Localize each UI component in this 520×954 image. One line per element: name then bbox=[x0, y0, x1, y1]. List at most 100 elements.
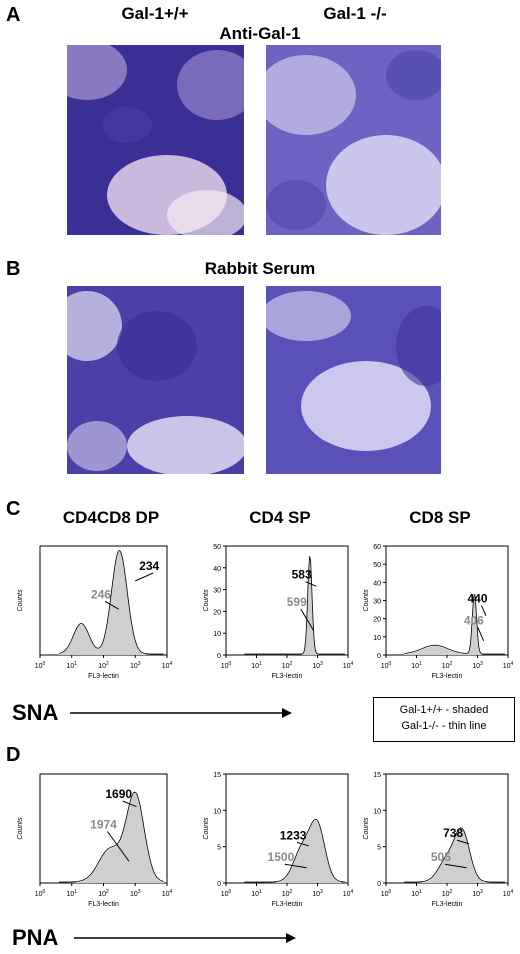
histogram-thin-line bbox=[404, 593, 505, 655]
y-tick-label: 30 bbox=[373, 599, 381, 606]
peak-value-label: 738 bbox=[443, 826, 463, 840]
anti-gal1-heading: Anti-Gal-1 bbox=[219, 24, 301, 43]
peak-value-label: 406 bbox=[464, 613, 484, 627]
x-tick-label: 104 bbox=[162, 889, 173, 898]
y-tick-label: 10 bbox=[373, 635, 381, 642]
label-pointer bbox=[135, 572, 154, 582]
x-tick-label: 103 bbox=[130, 889, 141, 898]
histogram-c-cd8: 0 10 20 30 40 50 60 100 101 102 103 104 FL3-lectin Co… bbox=[363, 544, 514, 680]
y-tick-label: 20 bbox=[373, 617, 381, 624]
x-tick-label: 102 bbox=[98, 889, 109, 898]
histogram-c-dp: 100 101 102 103 104 FL3-lectin Counts 246 234 bbox=[17, 545, 173, 680]
x-tick-label: 102 bbox=[282, 889, 293, 898]
histogram-thin-line bbox=[58, 550, 164, 655]
y-tick-label: 5 bbox=[377, 845, 381, 852]
peak-value-label: 1500 bbox=[268, 850, 295, 864]
y-axis-label: Counts bbox=[203, 589, 210, 612]
panel-letter-d: D bbox=[6, 744, 21, 766]
y-tick-label: 15 bbox=[373, 772, 381, 779]
x-tick-label: 103 bbox=[130, 661, 141, 670]
peak-value-label: 246 bbox=[91, 587, 111, 601]
rabbit-serum-heading: Rabbit Serum bbox=[204, 259, 316, 278]
x-tick-label: 104 bbox=[503, 889, 514, 898]
peak-value-label: 1974 bbox=[90, 818, 117, 832]
x-axis-label: FL3-lectin bbox=[432, 901, 463, 908]
y-tick-label: 50 bbox=[373, 562, 381, 569]
x-tick-label: 101 bbox=[66, 889, 77, 898]
x-tick-label: 102 bbox=[442, 661, 453, 670]
histogram-shaded-area bbox=[404, 828, 505, 883]
label-pointer bbox=[300, 608, 315, 632]
label-pointer bbox=[122, 800, 137, 808]
x-tick-label: 103 bbox=[472, 661, 483, 670]
cd4cd8-dp-heading: CD4CD8 DP bbox=[62, 508, 160, 527]
peak-value-label: 440 bbox=[467, 592, 487, 606]
x-tick-label: 100 bbox=[381, 889, 392, 898]
legend-wt: Gal-1+/+ - shaded bbox=[399, 704, 489, 716]
histogram-d-cd4: 0 5 10 15 100 101 102 103 104 FL3-lectin Counts 123… bbox=[203, 772, 354, 908]
y-axis-label: Counts bbox=[17, 589, 24, 612]
y-tick-label: 60 bbox=[373, 544, 381, 551]
label-pointer bbox=[284, 863, 307, 869]
legend-ko: Gal-1-/- - thin line bbox=[401, 720, 487, 732]
legend-box: Gal-1+/+ - shaded Gal-1-/- - thin line bbox=[373, 697, 515, 742]
x-tick-label: 101 bbox=[251, 889, 262, 898]
y-tick-label: 10 bbox=[213, 631, 221, 638]
peak-value-label: 599 bbox=[287, 595, 307, 609]
panel-letter-c: C bbox=[6, 498, 21, 520]
x-tick-label: 101 bbox=[411, 889, 422, 898]
x-tick-label: 104 bbox=[343, 889, 354, 898]
x-tick-label: 100 bbox=[221, 889, 232, 898]
x-tick-label: 103 bbox=[312, 661, 323, 670]
histogram-thin-line bbox=[244, 818, 345, 883]
pna-lectin-label: PNA bbox=[12, 925, 59, 950]
y-tick-label: 10 bbox=[213, 808, 221, 815]
y-axis-label: Counts bbox=[203, 817, 210, 840]
x-tick-label: 100 bbox=[381, 661, 392, 670]
cd4-sp-heading: CD4 SP bbox=[249, 508, 311, 527]
gal1-wt-heading: Gal-1+/+ bbox=[121, 4, 189, 23]
x-axis-label: FL3-lectin bbox=[432, 673, 463, 680]
x-tick-label: 100 bbox=[221, 661, 232, 670]
pna-arrow bbox=[74, 933, 296, 943]
y-axis-label: Counts bbox=[363, 817, 370, 840]
y-axis-label: Counts bbox=[17, 817, 24, 840]
x-tick-label: 104 bbox=[162, 661, 173, 670]
x-tick-label: 101 bbox=[411, 661, 422, 670]
y-tick-label: 0 bbox=[377, 881, 381, 888]
x-axis-label: FL3-lectin bbox=[272, 673, 303, 680]
label-pointer bbox=[296, 841, 310, 847]
histogram-shaded-area bbox=[59, 551, 164, 655]
peak-value-label: 583 bbox=[292, 568, 312, 582]
histogram-shaded-area bbox=[59, 793, 164, 883]
y-tick-label: 5 bbox=[217, 845, 221, 852]
x-tick-label: 103 bbox=[312, 889, 323, 898]
cd8-sp-heading: CD8 SP bbox=[409, 508, 471, 527]
x-tick-label: 104 bbox=[343, 661, 354, 670]
histogram-thin-line bbox=[244, 556, 345, 655]
x-tick-label: 101 bbox=[251, 661, 262, 670]
x-tick-label: 102 bbox=[442, 889, 453, 898]
gal1-ko-heading: Gal-1 -/- bbox=[323, 4, 387, 23]
x-tick-label: 100 bbox=[35, 889, 46, 898]
x-tick-label: 102 bbox=[98, 661, 109, 670]
x-tick-label: 102 bbox=[282, 661, 293, 670]
x-tick-label: 100 bbox=[35, 661, 46, 670]
x-tick-label: 104 bbox=[503, 661, 514, 670]
y-tick-label: 15 bbox=[213, 772, 221, 779]
x-tick-label: 101 bbox=[66, 661, 77, 670]
x-axis-label: FL3-lectin bbox=[272, 901, 303, 908]
tissue-image-a-wt bbox=[67, 45, 244, 235]
histogram-d-dp: 100 101 102 103 104 FL3-lectin Counts 1690 1974 bbox=[17, 773, 173, 908]
x-axis-label: FL3-lectin bbox=[88, 673, 119, 680]
y-tick-label: 0 bbox=[377, 653, 381, 660]
y-tick-label: 40 bbox=[213, 566, 221, 573]
histogram-shaded-area bbox=[404, 595, 505, 655]
peak-value-label: 1233 bbox=[280, 828, 307, 842]
y-tick-label: 0 bbox=[217, 881, 221, 888]
y-tick-label: 10 bbox=[373, 808, 381, 815]
histogram-d-cd8: 0 5 10 15 100 101 102 103 104 FL3-lectin Counts 738… bbox=[363, 772, 514, 908]
label-pointer bbox=[481, 605, 487, 616]
peak-value-label: 505 bbox=[431, 850, 451, 864]
tissue-image-a-ko bbox=[266, 45, 441, 235]
